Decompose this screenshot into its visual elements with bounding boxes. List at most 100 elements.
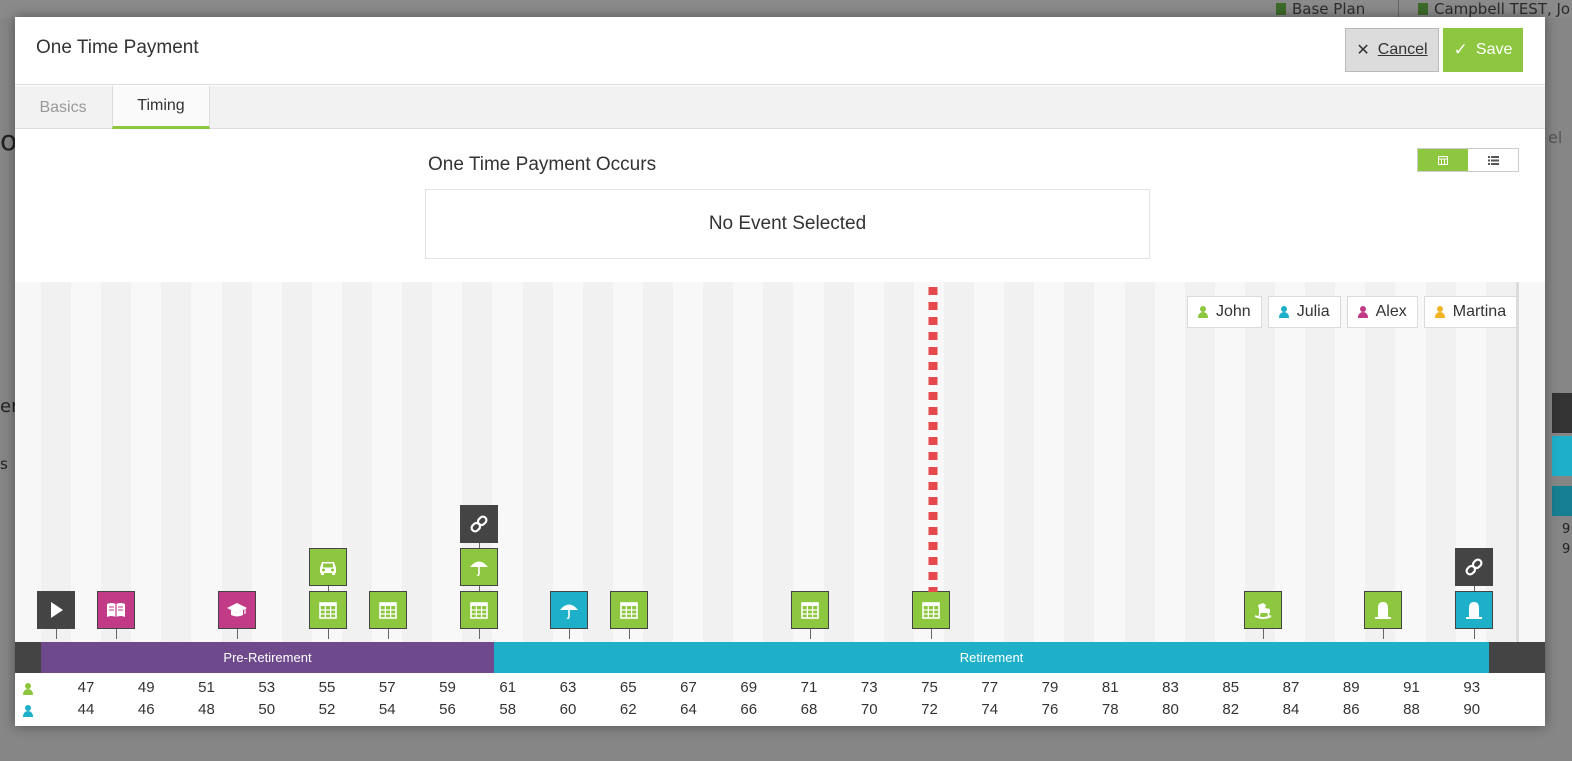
timeline-event[interactable] bbox=[1455, 548, 1493, 586]
tombstone-icon bbox=[1466, 602, 1482, 619]
legend-label: Julia bbox=[1296, 303, 1330, 320]
background-text-fragment: el bbox=[1548, 128, 1563, 147]
timeline-event[interactable] bbox=[460, 505, 498, 543]
john-age: 51 bbox=[198, 679, 215, 696]
john-age: 91 bbox=[1403, 679, 1420, 696]
legend-item-john[interactable]: John bbox=[1187, 296, 1262, 328]
plan-icon bbox=[1276, 3, 1286, 15]
graduation-cap-icon bbox=[227, 603, 247, 617]
phase-pre-retirement[interactable]: Pre-Retirement bbox=[41, 642, 494, 673]
julia-age: 52 bbox=[318, 701, 336, 718]
book-icon bbox=[107, 603, 125, 617]
julia-age: 56 bbox=[439, 701, 456, 718]
cancel-label: Cancel bbox=[1377, 41, 1428, 58]
event-stem bbox=[629, 629, 630, 639]
julia-age: 48 bbox=[198, 701, 215, 718]
julia-age: 54 bbox=[378, 701, 396, 718]
save-button[interactable]: ✓ Save bbox=[1443, 28, 1523, 72]
john-age: 55 bbox=[318, 679, 336, 696]
event-stem bbox=[479, 586, 480, 591]
john-person-icon bbox=[23, 683, 33, 695]
event-stem bbox=[116, 629, 117, 639]
link-icon bbox=[1465, 558, 1483, 576]
background-button bbox=[1552, 393, 1572, 433]
timeline-event[interactable] bbox=[309, 548, 347, 586]
john-age: 83 bbox=[1162, 679, 1179, 696]
event-stem bbox=[1474, 586, 1475, 591]
person-icon bbox=[1434, 306, 1445, 318]
john-age: 75 bbox=[921, 679, 938, 696]
timeline-event[interactable] bbox=[460, 591, 498, 629]
dialog-title: One Time Payment bbox=[36, 37, 199, 58]
list-icon bbox=[1487, 155, 1499, 165]
timeline-event[interactable] bbox=[791, 591, 829, 629]
legend-item-martina[interactable]: Martina bbox=[1423, 296, 1518, 328]
timeline-event[interactable] bbox=[97, 591, 135, 629]
julia-age: 72 bbox=[921, 701, 938, 718]
cancel-button[interactable]: ✕ Cancel bbox=[1345, 28, 1439, 72]
umbrella-icon bbox=[560, 604, 578, 620]
julia-age: 46 bbox=[137, 701, 155, 718]
john-age: 53 bbox=[258, 679, 276, 696]
close-icon: ✕ bbox=[1356, 42, 1370, 59]
john-age: 63 bbox=[559, 679, 577, 696]
background-topbar bbox=[0, 0, 1572, 18]
john-age: 57 bbox=[378, 679, 396, 696]
event-stem bbox=[479, 629, 480, 639]
john-age: 85 bbox=[1222, 679, 1240, 696]
timeline-event[interactable] bbox=[550, 591, 588, 629]
calendar-icon bbox=[801, 602, 819, 619]
person-icon bbox=[1357, 306, 1368, 318]
julia-age: 60 bbox=[559, 701, 577, 718]
julia-age: 74 bbox=[981, 701, 999, 718]
legend-label: Alex bbox=[1375, 303, 1407, 320]
timeline-event[interactable] bbox=[37, 591, 75, 629]
john-age: 81 bbox=[1101, 679, 1119, 696]
event-stem bbox=[388, 629, 389, 639]
timeline-event[interactable] bbox=[1364, 591, 1402, 629]
timeline-event[interactable] bbox=[912, 591, 950, 629]
tab-timing[interactable]: Timing bbox=[112, 86, 210, 129]
user-label: Campbell TEST, Jo bbox=[1434, 0, 1571, 18]
john-age: 59 bbox=[439, 679, 456, 696]
julia-age: 78 bbox=[1101, 701, 1119, 718]
plan-selector[interactable]: Base Plan bbox=[1276, 0, 1365, 18]
timeline-event[interactable] bbox=[218, 591, 256, 629]
julia-age: 82 bbox=[1222, 701, 1240, 718]
phase-retirement[interactable]: Retirement bbox=[494, 642, 1489, 673]
legend-item-julia[interactable]: Julia bbox=[1267, 296, 1341, 328]
legend-label: John bbox=[1216, 303, 1251, 320]
selected-event-box[interactable]: No Event Selected bbox=[425, 189, 1150, 259]
timeline-event[interactable] bbox=[1455, 591, 1493, 629]
timeline-event[interactable] bbox=[610, 591, 648, 629]
event-stem bbox=[56, 629, 57, 639]
background-text-fragment: 9 bbox=[1562, 542, 1571, 557]
calendar-view-button[interactable] bbox=[1418, 149, 1468, 171]
julia-age: 90 bbox=[1463, 701, 1481, 718]
timeline-event[interactable] bbox=[369, 591, 407, 629]
plan-label: Base Plan bbox=[1292, 0, 1366, 18]
timeline-event[interactable] bbox=[460, 548, 498, 586]
person-icon bbox=[1278, 306, 1289, 318]
one-time-payment-dialog: One Time Payment ✕ Cancel ✓ Save Basics … bbox=[15, 17, 1545, 726]
user-selector[interactable]: Campbell TEST, Jo bbox=[1418, 0, 1570, 18]
julia-age: 64 bbox=[680, 701, 697, 718]
julia-age: 66 bbox=[740, 701, 758, 718]
timeline-chart[interactable]: John Julia Alex Martina Pre-Retirement Reti… bbox=[15, 282, 1545, 726]
timeline-event[interactable] bbox=[1244, 591, 1282, 629]
julia-age: 88 bbox=[1403, 701, 1420, 718]
julia-age: 44 bbox=[77, 701, 95, 718]
john-age: 77 bbox=[981, 679, 999, 696]
timeline-event[interactable] bbox=[309, 591, 347, 629]
john-age: 49 bbox=[137, 679, 155, 696]
event-stem bbox=[328, 629, 329, 639]
legend-item-alex[interactable]: Alex bbox=[1346, 296, 1418, 328]
background-text-fragment: s bbox=[0, 455, 8, 473]
background-text-fragment: er bbox=[0, 396, 19, 417]
john-age: 71 bbox=[800, 679, 818, 696]
legend-label: Martina bbox=[1452, 303, 1507, 320]
background-text-fragment: 9 bbox=[1562, 522, 1571, 537]
list-view-button[interactable] bbox=[1468, 149, 1518, 171]
tab-basics[interactable]: Basics bbox=[39, 98, 87, 116]
event-stem bbox=[1474, 629, 1475, 639]
